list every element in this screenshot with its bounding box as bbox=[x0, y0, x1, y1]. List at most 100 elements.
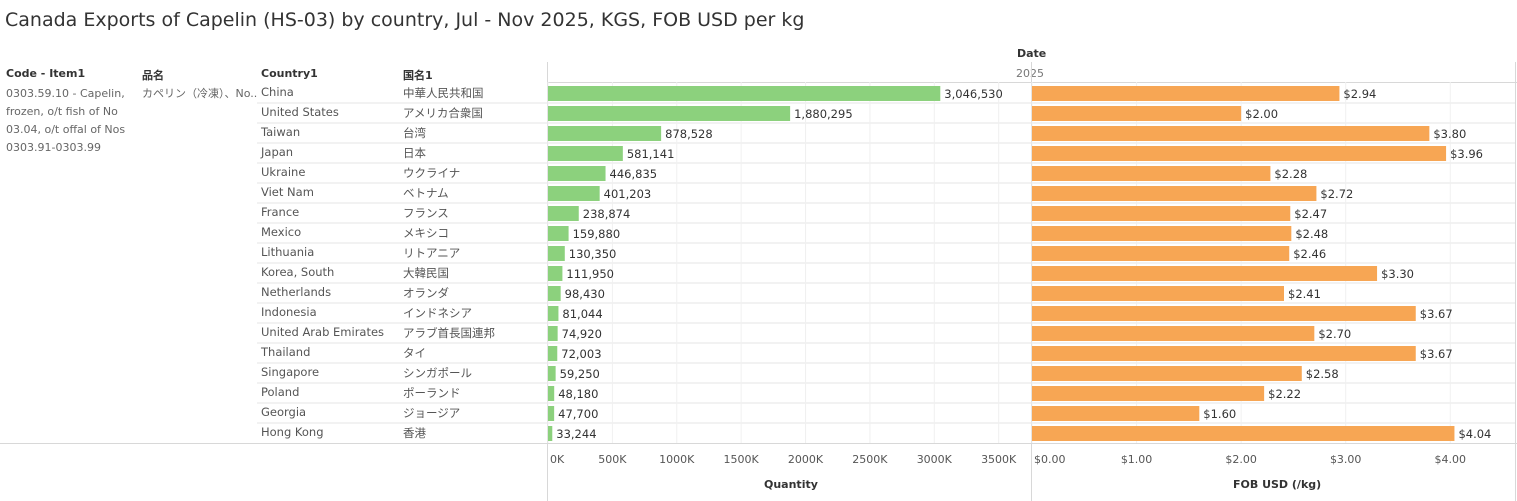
fob-bar bbox=[1032, 366, 1302, 381]
fob-value-label: $2.48 bbox=[1295, 227, 1328, 241]
country-jp-label: フランス bbox=[403, 206, 449, 220]
right-border bbox=[1515, 62, 1516, 501]
country-label: Mexico bbox=[261, 225, 302, 239]
country-label: China bbox=[261, 85, 294, 99]
country-jp-label: オランダ bbox=[403, 286, 449, 300]
chart-title: Canada Exports of Capelin (HS-03) by cou… bbox=[5, 9, 805, 31]
quantity-bar bbox=[548, 126, 662, 141]
axis-tick-label: 1000K bbox=[659, 453, 695, 466]
item-code: 0303.59.10 - Capelin, frozen, o/t fish o… bbox=[6, 85, 125, 157]
axis-tick-label: $4.00 bbox=[1434, 453, 1467, 466]
quantity-bar bbox=[548, 86, 941, 101]
date-header: Date bbox=[1017, 47, 1047, 60]
quantity-bar bbox=[548, 346, 558, 361]
fob-bar bbox=[1032, 306, 1416, 321]
quantity-value-label: 98,430 bbox=[565, 287, 605, 301]
axis-tick-label: 0K bbox=[550, 453, 565, 466]
fob-value-label: $2.72 bbox=[1320, 187, 1353, 201]
country-label: Singapore bbox=[261, 365, 320, 379]
country-jp-label: アラブ首長国連邦 bbox=[403, 326, 495, 340]
quantity-value-label: 47,700 bbox=[558, 407, 598, 421]
fob-bar bbox=[1032, 226, 1292, 241]
quantity-bar bbox=[548, 386, 555, 401]
country-jp-label: 中華人民共和国 bbox=[403, 86, 484, 100]
quantity-value-label: 130,350 bbox=[569, 247, 617, 261]
fob-value-label: $3.80 bbox=[1433, 127, 1466, 141]
item-jp-header: 品名 bbox=[142, 69, 164, 82]
axis-tick-label: 1500K bbox=[723, 453, 759, 466]
country-jp-label: メキシコ bbox=[403, 226, 449, 240]
country-jp-label: シンガポール bbox=[403, 366, 472, 380]
axis-divider bbox=[0, 443, 1517, 444]
year-label: 2025 bbox=[1016, 67, 1044, 80]
quantity-value-label: 81,044 bbox=[562, 307, 602, 321]
country-jp-label: リトアニア bbox=[403, 246, 461, 260]
fob-value-label: $3.96 bbox=[1450, 147, 1483, 161]
quantity-axis-title: Quantity bbox=[764, 478, 818, 491]
quantity-bar bbox=[548, 326, 558, 341]
quantity-bar bbox=[548, 166, 606, 181]
country-jp-label: 台湾 bbox=[403, 126, 426, 140]
country-jp-label: インドネシア bbox=[403, 306, 472, 320]
country-label: Hong Kong bbox=[261, 425, 324, 439]
fob-bar bbox=[1032, 106, 1242, 121]
quantity-value-label: 159,880 bbox=[573, 227, 621, 241]
fob-value-label: $3.30 bbox=[1381, 267, 1414, 281]
country-header: Country1 bbox=[261, 67, 318, 80]
fob-bar bbox=[1032, 266, 1378, 281]
country-label: France bbox=[261, 205, 300, 219]
axis-tick-label: $3.00 bbox=[1329, 453, 1362, 466]
quantity-bar bbox=[548, 246, 565, 261]
country-label: Ukraine bbox=[261, 165, 306, 179]
quantity-bar bbox=[548, 286, 561, 301]
country-jp-label: ポーランド bbox=[403, 386, 461, 400]
fob-value-label: $3.67 bbox=[1420, 347, 1453, 361]
fob-value-label: $2.28 bbox=[1274, 167, 1307, 181]
quantity-value-label: 1,880,295 bbox=[794, 107, 853, 121]
country-label: Korea, South bbox=[261, 265, 335, 279]
axis-tick-label: 2000K bbox=[787, 453, 824, 466]
item-code-line: 0303.91-0303.99 bbox=[6, 141, 101, 154]
country-label: Indonesia bbox=[261, 305, 317, 319]
fob-value-label: $2.22 bbox=[1268, 387, 1301, 401]
quantity-value-label: 74,920 bbox=[562, 327, 602, 341]
quantity-value-label: 878,528 bbox=[665, 127, 713, 141]
country-label: United States bbox=[261, 105, 339, 119]
fob-bar bbox=[1032, 246, 1290, 261]
fob-value-label: $2.94 bbox=[1343, 87, 1376, 101]
axis-tick-label: 500K bbox=[598, 453, 627, 466]
fob-value-label: $2.47 bbox=[1294, 207, 1327, 221]
fob-bar bbox=[1032, 346, 1416, 361]
country-jp-label: 大韓民国 bbox=[403, 266, 449, 280]
fob-bar bbox=[1032, 326, 1315, 341]
axis-tick-label: $1.00 bbox=[1120, 453, 1153, 466]
quantity-value-label: 446,835 bbox=[610, 167, 658, 181]
quantity-value-label: 401,203 bbox=[604, 187, 652, 201]
country-jp-label: ウクライナ bbox=[403, 166, 461, 180]
quantity-value-label: 59,250 bbox=[560, 367, 600, 381]
quantity-bar bbox=[548, 206, 579, 221]
country-jp-label: 日本 bbox=[403, 146, 426, 160]
quantity-value-label: 72,003 bbox=[561, 347, 601, 361]
axis-tick-label: $2.00 bbox=[1225, 453, 1257, 466]
country-label: Japan bbox=[261, 145, 294, 159]
quantity-bar bbox=[548, 106, 791, 121]
fob-value-label: $2.58 bbox=[1306, 367, 1339, 381]
country-jp-label: タイ bbox=[403, 346, 426, 360]
quantity-value-label: 33,244 bbox=[556, 427, 596, 441]
quantity-bar bbox=[548, 266, 563, 281]
axis-tick-label: 3000K bbox=[916, 453, 952, 466]
fob-axis-title: FOB USD (/kg) bbox=[1233, 478, 1322, 491]
quantity-bar bbox=[548, 426, 553, 441]
code-header: Code - Item1 bbox=[6, 67, 86, 80]
item-code-line: frozen, o/t fish of No bbox=[6, 105, 118, 118]
axis-tick-label: 3500K bbox=[981, 453, 1017, 466]
country-jp-label: アメリカ合衆国 bbox=[403, 106, 483, 120]
fob-bar bbox=[1032, 406, 1200, 421]
country-label: United Arab Emirates bbox=[261, 325, 385, 339]
fob-bar bbox=[1032, 146, 1447, 161]
country-jp-label: ベトナム bbox=[403, 186, 449, 200]
quantity-bar bbox=[548, 226, 569, 241]
axis-tick-label: $0.00 bbox=[1034, 453, 1066, 466]
fob-bar bbox=[1032, 186, 1317, 201]
